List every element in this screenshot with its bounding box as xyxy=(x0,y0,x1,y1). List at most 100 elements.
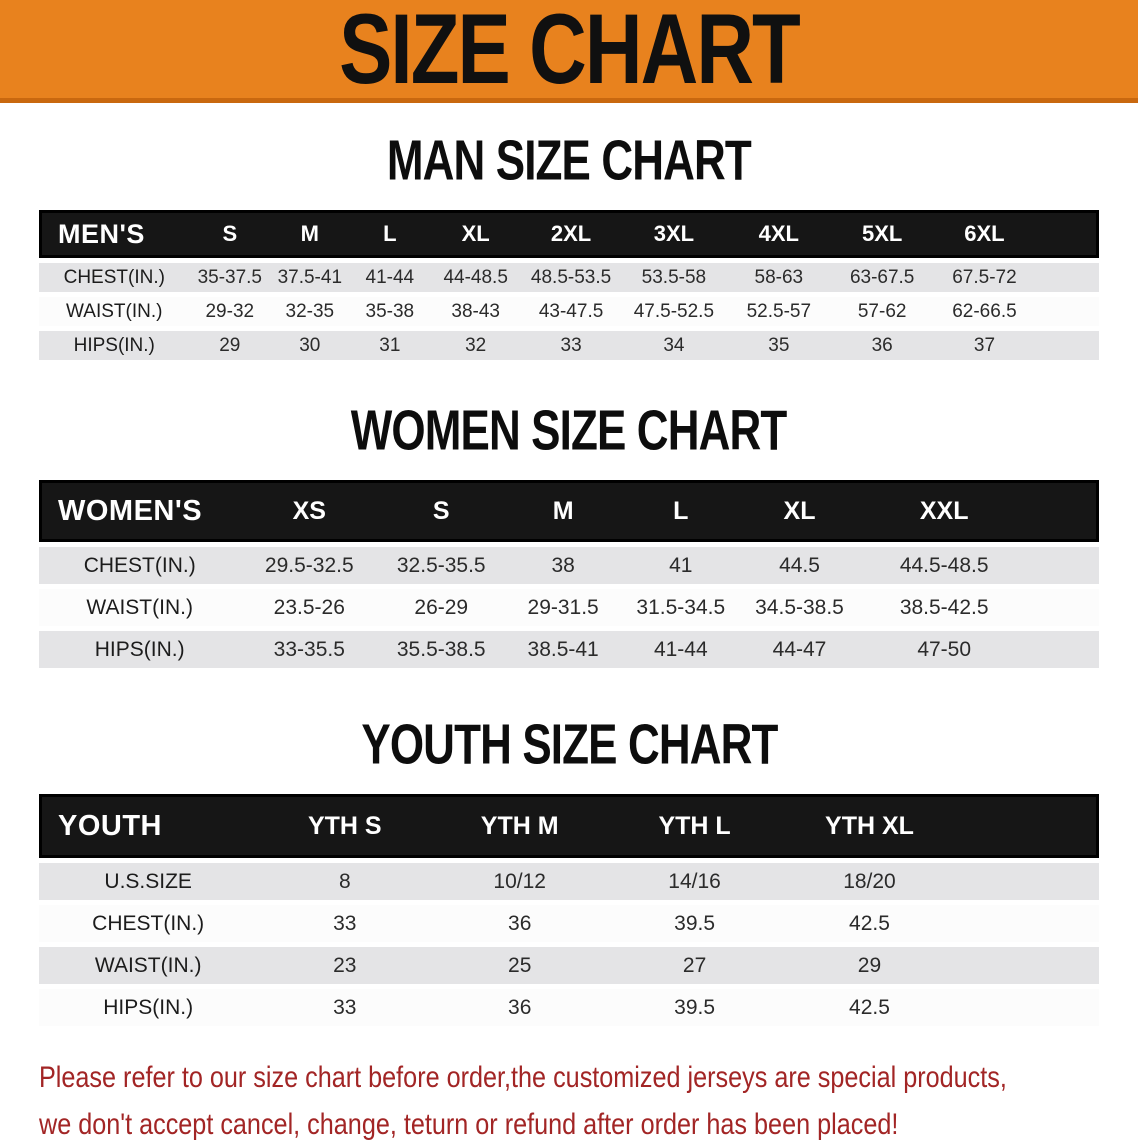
spacer-cell xyxy=(957,863,1099,900)
size-value-cell: 47-50 xyxy=(859,631,1029,668)
size-value-cell: 29-32 xyxy=(190,297,271,326)
youth-chest-row: CHEST(IN.) 33 36 39.5 42.5 xyxy=(39,905,1099,942)
disclaimer-text: Please refer to our size chart before or… xyxy=(39,1055,1099,1148)
size-value-cell: 34.5-38.5 xyxy=(740,589,860,626)
size-column-header: 6XL xyxy=(934,210,1036,258)
size-value-cell: 42.5 xyxy=(782,905,957,942)
spacer-cell xyxy=(1029,631,1099,668)
size-value-cell: 31.5-34.5 xyxy=(622,589,740,626)
size-column-header: YTH L xyxy=(607,794,782,858)
size-value-cell: 33 xyxy=(521,331,621,360)
size-value-cell: 25 xyxy=(432,947,607,984)
size-value-cell: 44-48.5 xyxy=(430,263,521,292)
youth-waist-row: WAIST(IN.) 23 25 27 29 xyxy=(39,947,1099,984)
women-header-row: WOMEN'S XS S M L XL XXL xyxy=(39,480,1099,542)
men-size-table: MEN'S S M L XL 2XL 3XL 4XL 5XL 6XL CHEST… xyxy=(39,205,1099,365)
size-value-cell: 33-35.5 xyxy=(240,631,378,668)
women-size-table: WOMEN'S XS S M L XL XXL CHEST(IN.) 29.5-… xyxy=(39,475,1099,673)
size-value-cell: 18/20 xyxy=(782,863,957,900)
size-value-cell: 44.5 xyxy=(740,547,860,584)
row-label: CHEST(IN.) xyxy=(39,547,240,584)
size-value-cell: 32 xyxy=(430,331,521,360)
size-column-header: S xyxy=(190,210,271,258)
size-value-cell: 35-38 xyxy=(350,297,431,326)
youth-section-heading: YOUTH SIZE CHART xyxy=(0,715,1138,773)
size-value-cell: 41 xyxy=(622,547,740,584)
row-label: U.S.SIZE xyxy=(39,863,257,900)
size-value-cell: 38.5-42.5 xyxy=(859,589,1029,626)
size-value-cell: 36 xyxy=(432,989,607,1026)
size-value-cell: 41-44 xyxy=(622,631,740,668)
spacer-cell xyxy=(1029,547,1099,584)
size-column-header: 2XL xyxy=(521,210,621,258)
men-hips-row: HIPS(IN.) 29 30 31 32 33 34 35 36 37 xyxy=(39,331,1099,360)
disclaimer-line-2: we don't accept cancel, change, teturn o… xyxy=(39,1102,898,1148)
spacer-cell xyxy=(1035,297,1099,326)
row-label: WAIST(IN.) xyxy=(39,589,240,626)
size-value-cell: 26-29 xyxy=(378,589,504,626)
men-corner-label: MEN'S xyxy=(39,210,190,258)
size-column-header: XS xyxy=(240,480,378,542)
size-column-header: 4XL xyxy=(727,210,831,258)
men-chest-row: CHEST(IN.) 35-37.5 37.5-41 41-44 44-48.5… xyxy=(39,263,1099,292)
size-column-header: M xyxy=(270,210,350,258)
size-column-header: XL xyxy=(430,210,521,258)
row-label: HIPS(IN.) xyxy=(39,331,190,360)
spacer-cell xyxy=(1029,589,1099,626)
youth-header-row: YOUTH YTH S YTH M YTH L YTH XL xyxy=(39,794,1099,858)
row-label: WAIST(IN.) xyxy=(39,297,190,326)
size-value-cell: 67.5-72 xyxy=(934,263,1036,292)
size-value-cell: 57-62 xyxy=(831,297,934,326)
row-label: HIPS(IN.) xyxy=(39,631,240,668)
spacer-cell xyxy=(1035,263,1099,292)
size-value-cell: 38-43 xyxy=(430,297,521,326)
size-value-cell: 58-63 xyxy=(727,263,831,292)
men-section-heading: MAN SIZE CHART xyxy=(0,131,1138,189)
size-column-header: L xyxy=(350,210,431,258)
disclaimer-line-1: Please refer to our size chart before or… xyxy=(39,1055,1007,1102)
women-corner-label: WOMEN'S xyxy=(39,480,240,542)
size-value-cell: 44-47 xyxy=(740,631,860,668)
size-value-cell: 62-66.5 xyxy=(934,297,1036,326)
spacer-cell xyxy=(1029,480,1099,542)
youth-corner-label: YOUTH xyxy=(39,794,257,858)
size-column-header: YTH S xyxy=(257,794,432,858)
size-value-cell: 33 xyxy=(257,905,432,942)
women-chest-row: CHEST(IN.) 29.5-32.5 32.5-35.5 38 41 44.… xyxy=(39,547,1099,584)
size-value-cell: 37 xyxy=(934,331,1036,360)
size-value-cell: 35 xyxy=(727,331,831,360)
size-column-header: 5XL xyxy=(831,210,934,258)
youth-hips-row: HIPS(IN.) 33 36 39.5 42.5 xyxy=(39,989,1099,1026)
spacer-cell xyxy=(1035,210,1099,258)
row-label: HIPS(IN.) xyxy=(39,989,257,1026)
men-waist-row: WAIST(IN.) 29-32 32-35 35-38 38-43 43-47… xyxy=(39,297,1099,326)
size-value-cell: 29 xyxy=(782,947,957,984)
size-value-cell: 34 xyxy=(621,331,727,360)
size-column-header: S xyxy=(378,480,504,542)
spacer-cell xyxy=(957,989,1099,1026)
size-value-cell: 8 xyxy=(257,863,432,900)
banner-title: SIZE CHART xyxy=(339,0,799,99)
size-value-cell: 35.5-38.5 xyxy=(378,631,504,668)
size-value-cell: 10/12 xyxy=(432,863,607,900)
spacer-cell xyxy=(957,905,1099,942)
women-section-heading: WOMEN SIZE CHART xyxy=(0,401,1138,459)
size-value-cell: 39.5 xyxy=(607,905,782,942)
size-value-cell: 23 xyxy=(257,947,432,984)
size-value-cell: 43-47.5 xyxy=(521,297,621,326)
size-value-cell: 29.5-32.5 xyxy=(240,547,378,584)
size-value-cell: 36 xyxy=(831,331,934,360)
size-value-cell: 35-37.5 xyxy=(190,263,271,292)
women-hips-row: HIPS(IN.) 33-35.5 35.5-38.5 38.5-41 41-4… xyxy=(39,631,1099,668)
size-value-cell: 44.5-48.5 xyxy=(859,547,1029,584)
size-value-cell: 23.5-26 xyxy=(240,589,378,626)
size-column-header: YTH XL xyxy=(782,794,957,858)
youth-size-table: YOUTH YTH S YTH M YTH L YTH XL U.S.SIZE … xyxy=(39,789,1099,1031)
size-value-cell: 38.5-41 xyxy=(504,631,622,668)
size-value-cell: 14/16 xyxy=(607,863,782,900)
size-column-header: M xyxy=(504,480,622,542)
size-value-cell: 36 xyxy=(432,905,607,942)
size-value-cell: 29 xyxy=(190,331,271,360)
size-column-header: YTH M xyxy=(432,794,607,858)
size-value-cell: 39.5 xyxy=(607,989,782,1026)
